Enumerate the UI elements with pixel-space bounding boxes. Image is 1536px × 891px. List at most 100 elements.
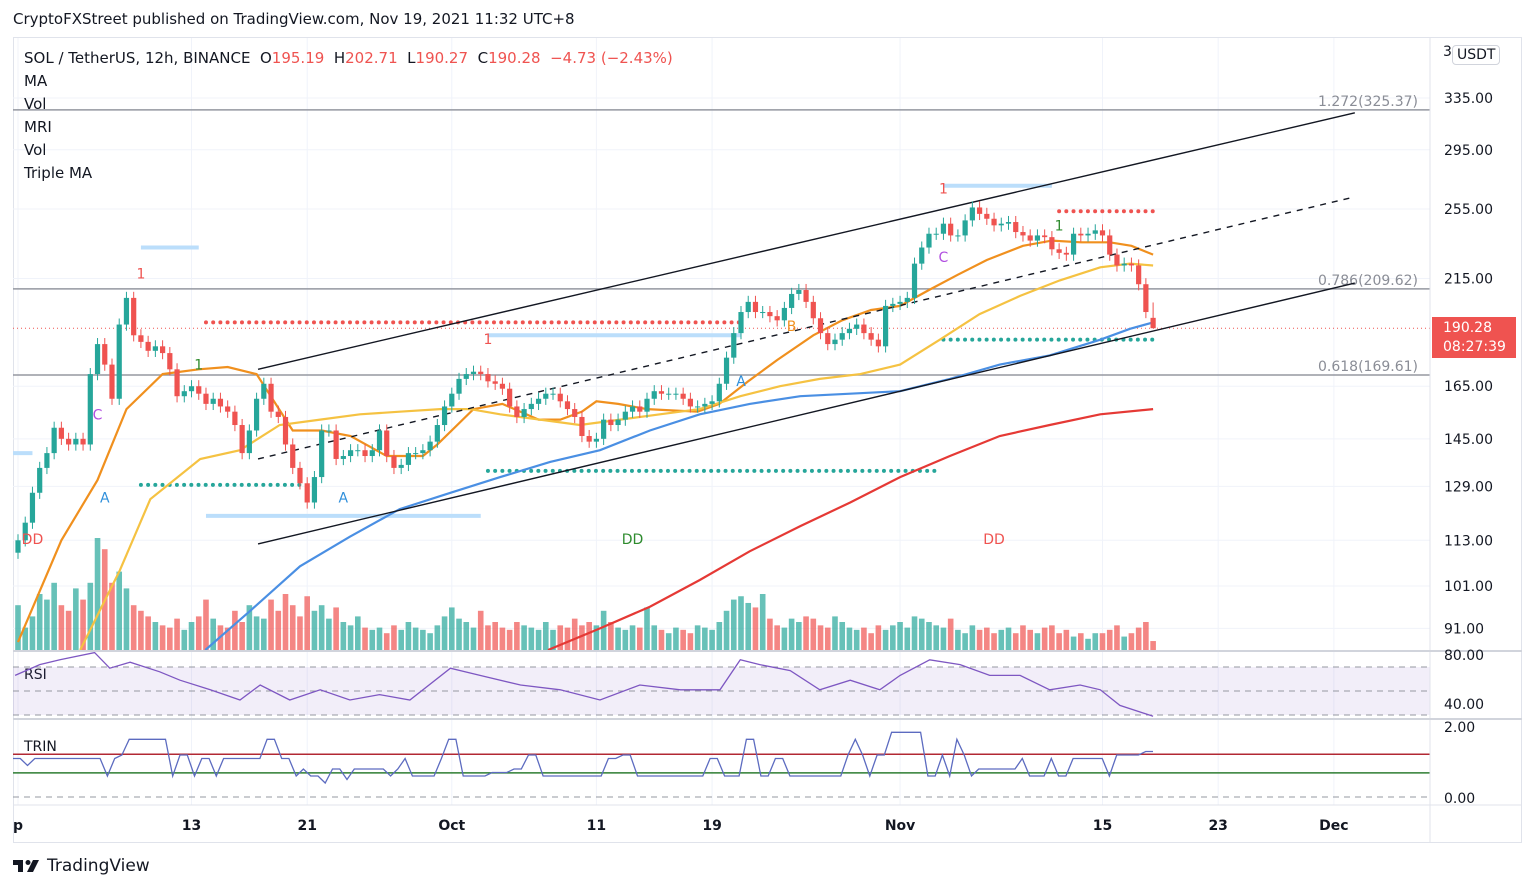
candle-body [687,398,693,407]
volume-bar [1070,636,1077,650]
volume-bar [441,616,448,650]
candle [181,385,187,403]
volume-bar [579,625,585,650]
volume-bar [159,625,166,650]
volume-bar [875,625,882,650]
time-axis[interactable]: p 13 21 Oct 11 19 Nov 15 23 Dec [13,818,1349,834]
candle [832,333,838,351]
candle-body [434,425,440,442]
candle-body [333,430,339,459]
candle-body [796,290,802,294]
candle-body [601,419,607,439]
candle-body [803,290,809,302]
volume-bar [839,622,846,650]
candle [723,351,730,390]
volume-bar [109,582,115,650]
candle-body [1121,263,1127,266]
candle [1078,227,1084,242]
volume-bar [680,629,686,650]
candle-body [622,411,628,420]
volume-bar [449,607,455,650]
candle-body [1042,235,1048,238]
candle [1049,231,1055,256]
candle [629,400,636,418]
candle-body [319,430,325,478]
candle [803,283,809,309]
candle [1063,246,1069,261]
candle [507,382,513,413]
candle [738,305,744,340]
candle-body [51,427,57,454]
candle [225,400,231,418]
candle [492,375,498,390]
trend-lines[interactable] [257,112,1355,545]
candle [702,397,708,413]
volume-bar [434,625,441,650]
candle [991,212,997,232]
candle-body [998,223,1004,226]
volume-bar [1012,633,1019,650]
candle [297,461,303,490]
volume-bar [477,610,484,650]
volume-bar [832,616,838,650]
volume-bar [991,633,997,650]
candle [1150,302,1156,329]
candle [94,338,101,381]
candle [1092,224,1098,240]
trend-line-solid[interactable] [257,112,1355,371]
candle-body [145,341,151,351]
price-axis-top-label: 3 [1443,44,1452,60]
candle [73,432,79,451]
candle [1136,259,1142,291]
symbol-label[interactable]: SOL / TetherUS, 12h, BINANCE [24,49,251,67]
candle-body [232,411,238,426]
volume-bar [868,633,874,650]
candle [579,410,585,443]
volume-bar [311,610,318,650]
candle-body [1143,284,1149,313]
volume-bar [608,622,614,650]
volume-bar [651,625,658,650]
indicator-mri[interactable]: MRI [24,118,52,136]
candle [528,397,534,416]
candle [116,318,122,405]
candle-body [984,213,990,219]
time-tick: Oct [438,818,465,834]
low-label: L [407,49,416,67]
volume-bar [1041,627,1048,650]
candle-body [723,357,730,384]
candle-body [217,398,224,407]
currency-button[interactable]: USDT [1452,45,1501,65]
indicator-vol[interactable]: Vol [24,95,47,113]
candle-body [1063,252,1069,255]
candle [716,377,722,408]
candle [232,405,238,432]
trend-line-solid[interactable] [257,282,1355,545]
open-value: 195.19 [271,49,325,67]
candle [825,327,831,351]
volume-bar [318,605,325,650]
volume-bar [297,616,303,650]
candle-body [246,430,252,454]
tradingview-logo[interactable]: TradingView [13,856,150,876]
symbol-ohlc-row[interactable]: SOL / TetherUS, 12h, BINANCE O195.19 H20… [24,47,673,70]
signal-marker: C [93,408,103,424]
indicator-vol-2[interactable]: Vol [24,141,47,159]
candle-body [1136,265,1142,285]
candle-body [673,393,679,395]
candle-body [29,492,36,523]
candle-body [969,207,975,221]
indicator-triple-ma[interactable]: Triple MA [24,164,93,182]
rsi-tick-40: 40.00 [1444,697,1484,713]
volume-bar [976,629,983,650]
candle [87,368,93,451]
candle-body [362,450,368,457]
candle [398,458,404,475]
volume-bar [629,625,636,650]
candle [290,438,296,475]
candle-body [940,223,947,234]
price-tick: 145.00 [1444,432,1493,448]
indicator-ma[interactable]: MA [24,72,48,90]
price-axis[interactable]: 335.00 295.00 255.00 215.00 165.00 145.00 129.… [1444,91,1493,637]
